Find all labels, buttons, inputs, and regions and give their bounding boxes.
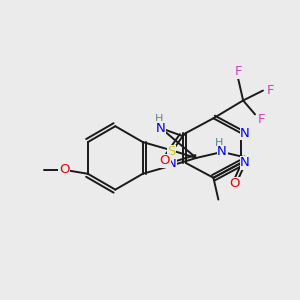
Text: O: O bbox=[59, 163, 69, 176]
Text: N: N bbox=[156, 122, 166, 135]
Text: F: F bbox=[258, 113, 266, 126]
Text: N: N bbox=[240, 127, 250, 140]
Text: O: O bbox=[160, 154, 170, 167]
Text: N: N bbox=[167, 158, 176, 170]
Text: F: F bbox=[267, 84, 274, 97]
Text: H: H bbox=[215, 138, 223, 148]
Text: S: S bbox=[167, 146, 176, 158]
Text: H: H bbox=[155, 114, 163, 124]
Text: O: O bbox=[230, 177, 240, 190]
Text: F: F bbox=[234, 65, 242, 78]
Text: N: N bbox=[217, 146, 227, 158]
Text: N: N bbox=[240, 156, 250, 170]
